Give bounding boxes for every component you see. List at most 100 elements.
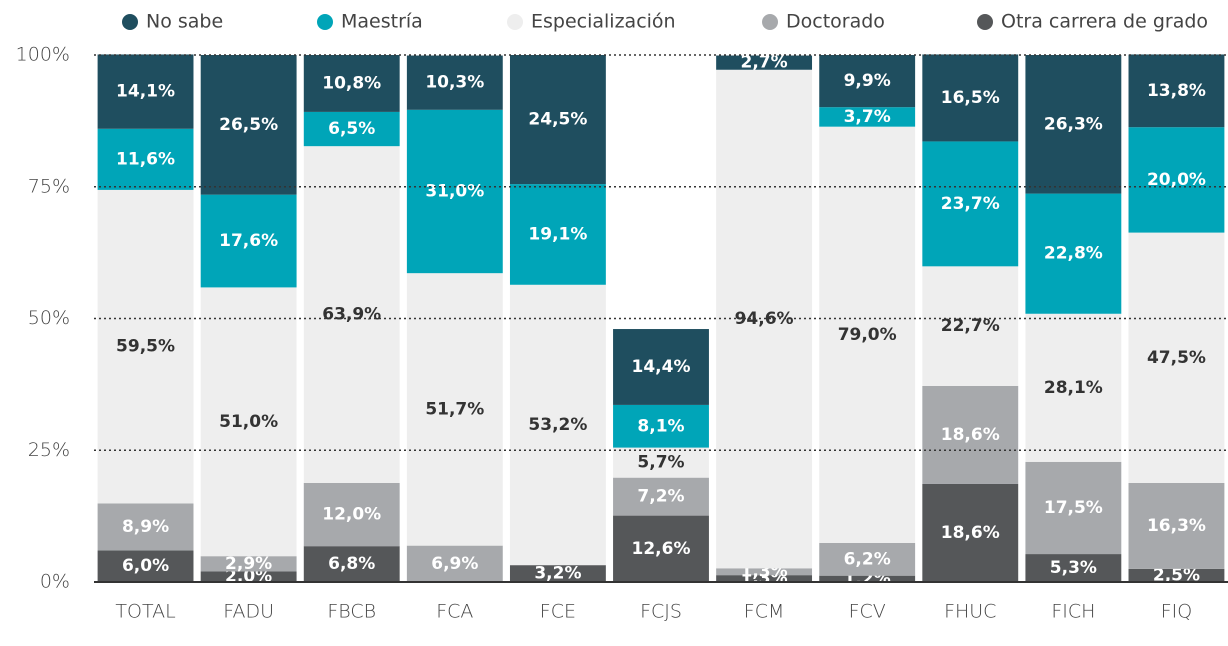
bar-segment [97, 550, 194, 582]
value-label: 11,6% [116, 149, 175, 169]
bar-segment [716, 55, 813, 70]
value-label: 8,1% [637, 416, 684, 436]
bar-segment [200, 287, 297, 557]
bar-segment [819, 543, 916, 576]
value-label: 6,8% [328, 554, 375, 574]
value-label: 5,3% [1050, 558, 1097, 578]
bar-segment [200, 556, 297, 572]
legend-label: No sabe [146, 11, 223, 33]
value-label: 2,7% [741, 53, 788, 73]
bar-segment [1025, 193, 1122, 314]
x-tick-label: FCJS [640, 601, 682, 623]
legend-swatch [317, 14, 333, 30]
bar-segment [1128, 232, 1225, 483]
x-tick-label: FCV [849, 601, 886, 623]
x-tick-label: FBCB [327, 601, 376, 623]
value-label: 53,2% [528, 415, 587, 435]
legend-label: Otra carrera de grado [1001, 11, 1208, 33]
bar-segment [819, 107, 916, 127]
bar-segment [922, 266, 1019, 386]
legend-label: Maestría [341, 11, 423, 33]
value-label: 9,9% [844, 71, 891, 91]
bar-segment [303, 546, 400, 582]
bar-segment [819, 55, 916, 108]
value-label: 24,5% [528, 110, 587, 130]
value-label: 20,0% [1147, 170, 1206, 190]
value-label: 6,0% [122, 556, 169, 576]
value-label: 17,6% [219, 231, 278, 251]
y-tick-label: 100% [16, 44, 70, 66]
value-label: 19,1% [528, 224, 587, 244]
bar-segment [200, 194, 297, 288]
bar-segment [922, 483, 1019, 582]
x-tick-label: FCE [540, 601, 576, 623]
legend-label: Especialización [531, 11, 676, 33]
value-label: 2,9% [225, 554, 272, 574]
value-label: 47,5% [1147, 348, 1206, 368]
value-label: 18,6% [941, 425, 1000, 445]
y-tick-label: 75% [28, 175, 70, 197]
value-label: 14,4% [632, 357, 691, 377]
value-label: 16,5% [941, 88, 1000, 108]
value-label: 51,7% [425, 399, 484, 419]
value-label: 26,5% [219, 115, 278, 135]
value-label: 3,7% [844, 107, 891, 127]
bar-segment [303, 111, 400, 147]
y-tick-label: 25% [28, 439, 70, 461]
bar-segment [509, 184, 606, 285]
x-tick-label: FIQ [1161, 601, 1193, 623]
bar-segment [1128, 127, 1225, 233]
bar-segment [819, 126, 916, 544]
bar-segment [97, 189, 194, 504]
bar-segment [1025, 461, 1122, 555]
bar-segment [200, 571, 297, 582]
legend-swatch [977, 14, 993, 30]
bar-segment [303, 482, 400, 547]
value-label: 12,0% [322, 505, 381, 525]
bar-segment [406, 55, 503, 110]
bar-segment [406, 109, 503, 274]
value-label: 12,6% [632, 539, 691, 559]
value-label: 8,9% [122, 517, 169, 537]
value-label: 5,7% [637, 453, 684, 473]
value-label: 59,5% [116, 337, 175, 357]
bar-segment [97, 54, 194, 129]
bar-segment [613, 447, 709, 478]
x-tick-label: FCA [436, 601, 473, 623]
bar-segment [509, 55, 606, 185]
bar-segment [303, 55, 400, 112]
bar-segment [1128, 482, 1225, 569]
y-tick-label: 50% [28, 307, 70, 329]
legend-swatch [507, 14, 523, 30]
bar-segment [97, 128, 194, 190]
bar-segment [509, 284, 606, 566]
value-label: 14,1% [116, 82, 175, 102]
value-label: 6,2% [844, 549, 891, 569]
bar-segment [819, 575, 916, 582]
value-label: 6,9% [431, 554, 478, 574]
bar-segment [303, 146, 400, 483]
bar-segment [1025, 313, 1122, 462]
value-label: 31,0% [425, 181, 484, 201]
y-tick-label: 0% [40, 571, 70, 593]
value-label: 2,5% [1153, 565, 1200, 585]
bar-segment [1025, 55, 1122, 194]
x-tick-label: FHUC [944, 601, 996, 623]
value-label: 79,0% [838, 325, 897, 345]
legend-label: Doctorado [786, 11, 885, 33]
value-label: 63,9% [322, 305, 381, 325]
value-label: 13,8% [1147, 81, 1206, 101]
bar-segment [97, 503, 194, 551]
value-label: 3,2% [534, 564, 581, 584]
bar-segment [922, 54, 1019, 142]
bar-segment [1128, 568, 1225, 582]
value-label: 28,1% [1044, 378, 1103, 398]
bar-segment [613, 329, 709, 405]
x-tick-label: FICH [1051, 601, 1095, 623]
bar-segment [716, 575, 813, 582]
x-tick-label: TOTAL [115, 601, 175, 623]
bar-segment [200, 55, 297, 195]
value-label: 6,5% [328, 119, 375, 139]
bar-segment [406, 545, 503, 582]
